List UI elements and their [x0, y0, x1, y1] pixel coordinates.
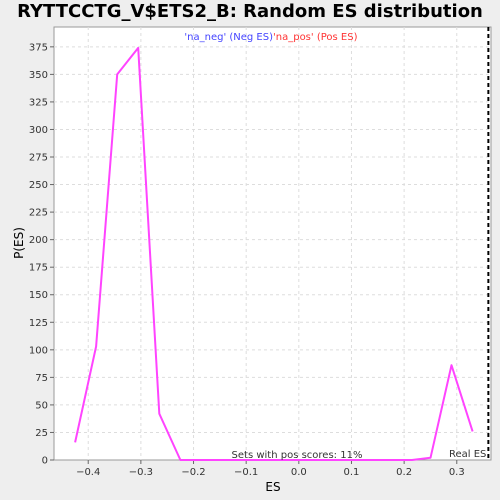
x-tick-label: −0.2: [181, 467, 205, 478]
x-tick-label: −0.1: [234, 467, 258, 478]
x-tick-label: −0.4: [76, 467, 100, 478]
y-tick-label: 75: [35, 373, 48, 384]
x-axis-label: ES: [265, 480, 280, 494]
y-tick-label: 300: [29, 125, 48, 136]
y-tick-label: 50: [35, 400, 48, 411]
series-layer: [74, 46, 474, 461]
legend-pos: 'na_pos' (Pos ES): [273, 32, 358, 43]
x-tick-label: −0.3: [129, 467, 153, 478]
y-tick-label: 375: [29, 42, 48, 53]
y-tick-label: 25: [35, 428, 48, 439]
grid: [54, 27, 491, 460]
real-es-label: Real ES: [449, 449, 486, 460]
annotations: Real ES 'na_neg' (Neg ES)'na_pos' (Pos ES…: [184, 27, 490, 461]
y-tick-label: 350: [29, 70, 48, 81]
y-tick-label: 250: [29, 180, 48, 191]
y-axis-label: P(ES): [12, 227, 26, 259]
x-tick-label: 0.2: [396, 467, 412, 478]
x-tick-label: 0.1: [344, 467, 360, 478]
y-tick-label: 125: [29, 318, 48, 329]
y-tick-label: 325: [29, 97, 48, 108]
y-tick-label: 200: [29, 235, 48, 246]
x-tick-label: 0.0: [291, 467, 307, 478]
y-tick-label: 0: [42, 456, 48, 467]
chart-title: RYTTCCTG_V$ETS2_B: Random ES distributio…: [17, 1, 483, 22]
es-distribution-line: [74, 46, 474, 461]
y-tick-label: 150: [29, 290, 48, 301]
y-tick-label: 100: [29, 345, 48, 356]
legend-neg: 'na_neg' (Neg ES): [184, 32, 273, 43]
x-tick-label: 0.3: [449, 467, 465, 478]
y-tick-label: 225: [29, 208, 48, 219]
plot-area: [53, 26, 492, 461]
y-tick-label: 275: [29, 153, 48, 164]
axes: 0 25 50 75 100 125 150 175 200 225 250 275 300 325 350…: [29, 42, 465, 478]
y-tick-label: 175: [29, 263, 48, 274]
pos-scores-annotation: Sets with pos scores: 11%: [232, 450, 363, 461]
